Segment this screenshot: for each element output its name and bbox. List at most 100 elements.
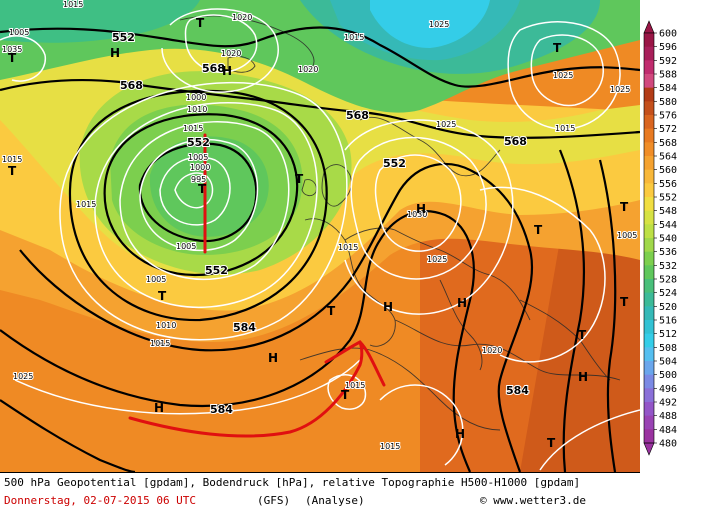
low-pressure-marker: T xyxy=(553,41,562,55)
pressure-label: 1005 xyxy=(176,242,196,251)
colorbar-swatch xyxy=(644,74,654,89)
pressure-label: 1025 xyxy=(436,120,456,129)
coastline-north-africa xyxy=(299,347,501,431)
pressure-label: 1015 xyxy=(338,243,358,252)
low-pressure-marker: T xyxy=(578,328,587,342)
geopotential-label: 568 xyxy=(346,109,369,122)
colorbar-swatch xyxy=(644,279,654,294)
colorbar-level-label: 480 xyxy=(659,439,677,450)
high-pressure-marker: H xyxy=(457,296,467,310)
colorbar-level-label: 540 xyxy=(659,234,677,245)
isobar-1015-southeast xyxy=(539,409,640,471)
isobar-1025-south xyxy=(14,359,361,415)
colorbar-swatch xyxy=(644,156,654,171)
isobar-1000 xyxy=(159,156,231,226)
isobar-1005-west xyxy=(0,35,46,82)
colorbar-level-label: 544 xyxy=(659,220,677,231)
isobar-1025-high xyxy=(350,136,487,280)
colorbar-level-label: 584 xyxy=(659,83,677,94)
colorbar-level-label: 488 xyxy=(659,411,677,422)
isobar-1005 xyxy=(139,138,259,252)
caption-copyright[interactable]: © www.wetter3.de xyxy=(480,494,586,507)
colorbar-swatch xyxy=(644,265,654,280)
pressure-label: 1015 xyxy=(183,124,203,133)
isobar-1005-east xyxy=(507,21,621,130)
colorbar-level-label: 520 xyxy=(659,302,677,313)
pressure-label: 1005 xyxy=(188,153,208,162)
pressure-isobars xyxy=(0,8,640,471)
colorbar-level-label: 528 xyxy=(659,275,677,286)
colorbar-canvas: 600 596 592 588 584 580 576 572 568 564 560 556 552 5… xyxy=(643,20,677,456)
colorbar-swatch xyxy=(644,251,654,266)
coastline-balkans xyxy=(519,299,611,381)
contour-576-east xyxy=(558,149,586,472)
ridge-arc-line xyxy=(128,340,364,438)
colorbar-swatch xyxy=(644,388,654,403)
high-pressure-marker: H xyxy=(578,370,588,384)
high-pressure-marker: H xyxy=(383,300,393,314)
colorbar-swatch xyxy=(644,60,654,75)
pressure-label: 1015 xyxy=(555,124,575,133)
low-pressure-marker: T xyxy=(534,223,543,237)
high-pressure-marker: H xyxy=(154,401,164,415)
colorbar-swatch xyxy=(644,224,654,239)
colorbar-level-label: 512 xyxy=(659,329,677,340)
colorbar-swatch xyxy=(644,87,654,102)
colorbar-level-label: 572 xyxy=(659,124,677,135)
colorbar-level-label: 592 xyxy=(659,56,677,67)
contour-584-west xyxy=(0,210,475,472)
isobar-1015-east xyxy=(479,186,606,363)
colorbar-level-label: 580 xyxy=(659,97,677,108)
coastline-italy xyxy=(439,279,483,371)
colorbar-swatch xyxy=(644,347,654,362)
geopotential-label: 568 xyxy=(202,62,225,75)
colorbar-swatch xyxy=(644,361,654,376)
pressure-label: 1015 xyxy=(150,339,170,348)
pressure-label: 1010 xyxy=(156,321,176,330)
northern-cold-pool-west xyxy=(0,0,200,43)
pressure-label: 1015 xyxy=(76,200,96,209)
high-pressure-marker: H xyxy=(268,351,278,365)
pressure-label: 1025 xyxy=(13,372,33,381)
colorbar-level-label: 568 xyxy=(659,138,677,149)
colorbar-swatch xyxy=(644,402,654,417)
northern-cold-core xyxy=(370,0,490,48)
coastline-scandinavia xyxy=(359,116,501,177)
colorbar-level-label: 576 xyxy=(659,111,677,122)
colorbar-level-label: 588 xyxy=(659,70,677,81)
colorbar-level-label: 504 xyxy=(659,357,677,368)
pressure-labels: 1015 1005 1020 1035 1020 1015 1020 1025 1000 1010… xyxy=(1,0,638,452)
pressure-label: 1005 xyxy=(146,275,166,284)
geopotential-label: 584 xyxy=(210,403,233,416)
isobar-1020-high xyxy=(344,119,514,315)
ridge-hook-line xyxy=(324,340,386,387)
low-pressure-marker: T xyxy=(8,164,17,178)
low-pressure-marker: T xyxy=(341,388,350,402)
colorbar-swatch xyxy=(644,320,654,335)
pressure-label: 1015 xyxy=(345,381,365,390)
geopotential-label: 568 xyxy=(504,135,527,148)
colorbar-swatch xyxy=(644,238,654,253)
colorbar-level-label: 600 xyxy=(659,29,677,40)
colorbar-swatch xyxy=(644,46,654,61)
coastline-iberia xyxy=(304,218,396,347)
pressure-label: 1025 xyxy=(429,20,449,29)
coastline-ireland xyxy=(301,179,317,197)
isobar-1015-south xyxy=(379,384,464,466)
colorbar-swatch xyxy=(644,115,654,130)
low-pressure-marker: T xyxy=(196,16,205,30)
geopotential-colorbar: 600 596 592 588 584 580 576 572 568 564 560 556 552 5… xyxy=(640,0,704,472)
low-pressure-marker: T xyxy=(295,172,304,186)
caption-description: 500 hPa Geopotential [gpdam], Bodendruck… xyxy=(4,476,581,489)
isobar-1030-high xyxy=(374,154,462,252)
caption-date: Donnerstag, 02-07-2015 06 UTC xyxy=(4,494,197,507)
pressure-label: 1020 xyxy=(232,13,252,22)
low-pressure-marker: T xyxy=(327,304,336,318)
coastline-britain xyxy=(321,164,352,207)
colorbar-level-label: 536 xyxy=(659,247,677,258)
colorbar-level-label: 500 xyxy=(659,370,677,381)
low-pressure-marker: T xyxy=(620,200,629,214)
geopotential-label: 568 xyxy=(120,79,143,92)
high-pressure-marker: H xyxy=(455,427,465,441)
pressure-label: 1005 xyxy=(9,28,29,37)
